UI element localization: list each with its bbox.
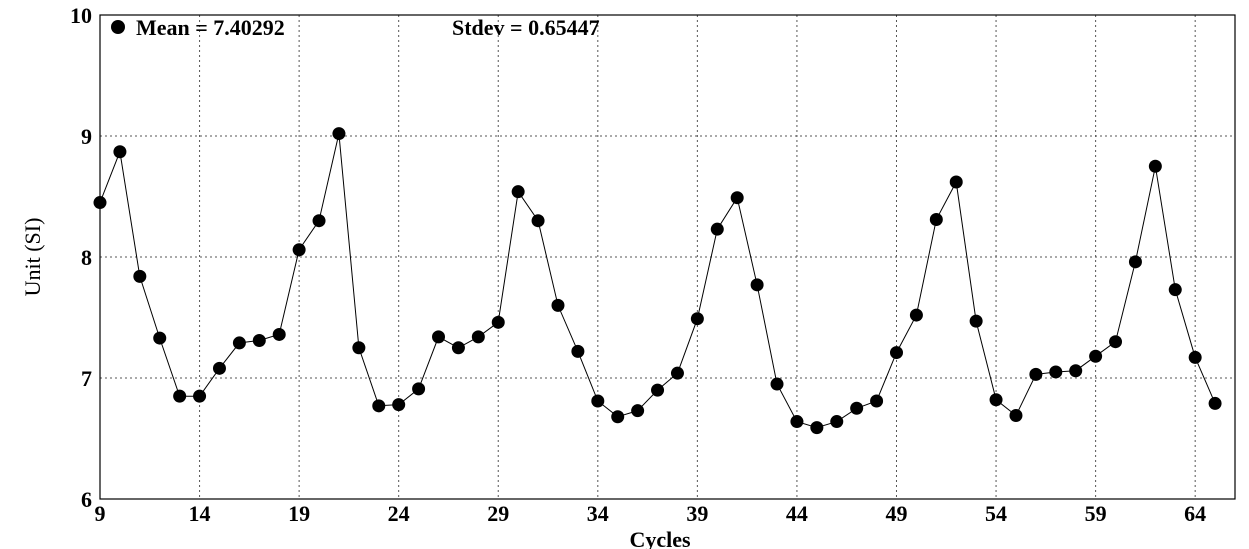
x-tick-label: 54 (985, 501, 1007, 526)
data-point (790, 415, 804, 429)
annotation-marker (111, 20, 125, 34)
data-point (1128, 255, 1142, 269)
x-tick-label: 59 (1085, 501, 1107, 526)
data-point (451, 341, 465, 355)
data-point (631, 404, 645, 418)
data-point (1168, 283, 1182, 297)
data-point (850, 401, 864, 415)
data-point (730, 191, 744, 205)
x-axis-ticks: 9 14 19 24 29 34 39 44 49 54 59 64 (95, 501, 1207, 526)
data-point (173, 389, 187, 403)
data-point (770, 377, 784, 391)
data-point (989, 393, 1003, 407)
data-point (1089, 349, 1103, 363)
data-point (292, 243, 306, 257)
data-point (611, 410, 625, 424)
data-point (690, 312, 704, 326)
data-point (153, 331, 167, 345)
data-point (929, 212, 943, 226)
data-point (591, 394, 605, 408)
mean-annotation: Mean = 7.40292 (136, 15, 285, 40)
data-point (830, 415, 844, 429)
data-point (1148, 159, 1162, 173)
x-axis-title: Cycles (629, 527, 691, 549)
data-point (511, 185, 525, 199)
x-tick-label: 9 (95, 501, 106, 526)
x-tick-label: 19 (288, 501, 310, 526)
x-tick-label: 44 (786, 501, 808, 526)
data-point (232, 336, 246, 350)
x-tick-label: 24 (388, 501, 410, 526)
data-point (909, 308, 923, 322)
data-point (949, 175, 963, 189)
grid-lines (100, 15, 1235, 499)
data-point (1009, 409, 1023, 423)
data-point (471, 330, 485, 344)
y-axis-title: Unit (SI) (20, 218, 45, 297)
data-point (332, 127, 346, 141)
data-point (651, 383, 665, 397)
data-point (531, 214, 545, 228)
x-tick-label: 14 (189, 501, 211, 526)
data-point (1188, 350, 1202, 364)
x-tick-label: 34 (587, 501, 609, 526)
series-markers (93, 127, 1222, 435)
data-point (1109, 335, 1123, 349)
data-point (312, 214, 326, 228)
data-point (212, 361, 226, 375)
data-point (252, 333, 266, 347)
data-point (1208, 396, 1222, 410)
x-tick-label: 49 (885, 501, 907, 526)
y-tick-label: 7 (81, 366, 92, 391)
data-point (571, 344, 585, 358)
data-point (432, 330, 446, 344)
series-line (99, 133, 1216, 429)
data-point (1069, 364, 1083, 378)
data-point (412, 382, 426, 396)
data-point (392, 398, 406, 412)
y-tick-label: 9 (81, 124, 92, 149)
data-point (889, 346, 903, 360)
data-point (969, 314, 983, 328)
y-tick-label: 8 (81, 245, 92, 270)
data-point (372, 399, 386, 413)
data-point (272, 327, 286, 341)
data-point (670, 366, 684, 380)
data-point (93, 196, 107, 210)
data-point (750, 278, 764, 292)
y-tick-label: 6 (81, 487, 92, 512)
data-point (491, 315, 505, 329)
data-point (1049, 365, 1063, 379)
data-point (1029, 367, 1043, 381)
y-axis-ticks: 6 7 8 9 10 (70, 3, 92, 512)
data-point (810, 421, 824, 435)
x-tick-label: 29 (487, 501, 509, 526)
data-point (551, 298, 565, 312)
data-point (870, 394, 884, 408)
data-point (352, 341, 366, 355)
data-point (133, 269, 147, 283)
x-tick-label: 39 (686, 501, 708, 526)
data-point (193, 389, 207, 403)
data-point (710, 222, 724, 236)
plot-frame (99, 14, 1236, 500)
y-tick-label: 10 (70, 3, 92, 28)
x-tick-label: 64 (1184, 501, 1206, 526)
stdev-annotation: Stdev = 0.65447 (452, 15, 600, 40)
data-point (113, 145, 127, 159)
